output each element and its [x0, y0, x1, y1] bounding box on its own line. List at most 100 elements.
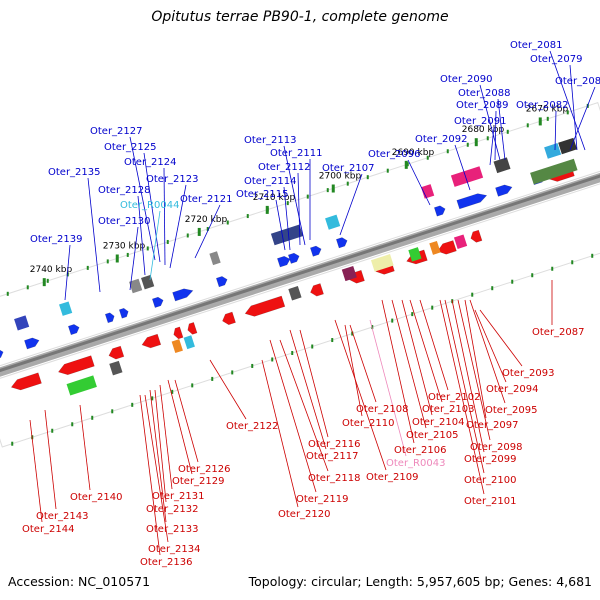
- scale-tick: [166, 239, 169, 244]
- forward-gene-arrow: [0, 348, 4, 360]
- leader-line: [144, 394, 169, 543]
- gene-label-oter_2124[interactable]: Oter_2124: [124, 157, 177, 168]
- gene-label-oter_2130[interactable]: Oter_2130: [98, 216, 151, 227]
- gene-label-oter_2144[interactable]: Oter_2144: [22, 524, 75, 535]
- kbp-label: 2730 kbp: [103, 241, 146, 251]
- gene-label-oter_2119[interactable]: Oter_2119: [296, 494, 349, 505]
- gene-label-oter_2111[interactable]: Oter_2111: [270, 148, 323, 159]
- gene-label-oter_2093[interactable]: Oter_2093: [502, 368, 555, 379]
- gene-label-oter_2113[interactable]: Oter_2113: [244, 135, 297, 146]
- gene-label-oter_2089[interactable]: Oter_2089: [456, 100, 509, 111]
- scale-tick: [126, 252, 129, 257]
- forward-feature-block: [209, 251, 221, 266]
- gene-label-oter_2116[interactable]: Oter_2116: [308, 439, 361, 450]
- gene-label-oter_2090[interactable]: Oter_2090: [440, 74, 493, 85]
- gene-label-oter_2095[interactable]: Oter_2095: [485, 405, 538, 416]
- accession-text: Accession: NC_010571: [8, 574, 151, 589]
- gene-label-oter_2112[interactable]: Oter_2112: [258, 162, 311, 173]
- scale-tick: [191, 383, 194, 388]
- reverse-feature-block: [453, 234, 468, 249]
- gene-label-oter_2101[interactable]: Oter_2101: [464, 496, 517, 507]
- leader-line: [457, 299, 491, 441]
- gene-label-oter_2081[interactable]: Oter_2081: [510, 40, 563, 51]
- gene-label-oter_2129[interactable]: Oter_2129: [172, 476, 225, 487]
- forward-gene-arrow: [67, 324, 80, 336]
- leader-line: [275, 199, 286, 251]
- forward-gene-arrow: [277, 256, 291, 268]
- gene-label-oter_2108[interactable]: Oter_2108: [356, 404, 409, 415]
- leader-line: [44, 409, 57, 510]
- reverse-feature-block: [288, 286, 302, 301]
- gene-label-oter_2088[interactable]: Oter_2088: [458, 88, 511, 99]
- gene-label-oter_2121[interactable]: Oter_2121: [180, 194, 233, 205]
- scale-tick: [211, 376, 214, 381]
- forward-gene-arrow: [309, 245, 322, 257]
- gene-label-oter_2099[interactable]: Oter_2099: [464, 454, 517, 465]
- gene-label-oter_2131[interactable]: Oter_2131: [152, 491, 205, 502]
- gene-label-oter_2118[interactable]: Oter_2118: [308, 473, 361, 484]
- gene-label-oter_2096[interactable]: Oter_2096: [368, 149, 421, 160]
- topology-text: Topology: circular; Length: 5,957,605 bp…: [248, 574, 592, 589]
- gene-label-oter_2091[interactable]: Oter_2091: [454, 116, 507, 127]
- scale-tick: [91, 415, 94, 420]
- gene-label-oter_2097[interactable]: Oter_2097: [466, 420, 519, 431]
- gene-label-oter_2104[interactable]: Oter_2104: [412, 417, 465, 428]
- gene-label-oter_r0044[interactable]: Oter_R0044: [120, 200, 179, 211]
- gene-label-oter_2135[interactable]: Oter_2135: [48, 167, 101, 178]
- leader-line: [79, 404, 91, 491]
- scale-tick: [366, 175, 369, 180]
- gene-label-oter_2105[interactable]: Oter_2105: [406, 430, 459, 441]
- scale-tick: [291, 350, 294, 355]
- gene-label-oter_2114[interactable]: Oter_2114: [244, 176, 297, 187]
- gene-label-oter_2128[interactable]: Oter_2128: [98, 185, 151, 196]
- gene-label-oter_2115[interactable]: Oter_2115: [236, 189, 289, 200]
- gene-label-oter_2133[interactable]: Oter_2133: [146, 524, 199, 535]
- gene-label-oter_2098[interactable]: Oter_2098: [470, 442, 523, 453]
- gene-label-oter_2103[interactable]: Oter_2103: [422, 404, 475, 415]
- gene-label-oter_2080[interactable]: Oter_2080: [555, 76, 600, 87]
- gene-label-oter_2136[interactable]: Oter_2136: [140, 557, 193, 568]
- kbp-label: 2720 kbp: [185, 215, 228, 225]
- gene-label-oter_r0043[interactable]: Oter_R0043: [386, 458, 445, 469]
- leader-line: [339, 173, 363, 236]
- reverse-feature-block: [171, 339, 183, 354]
- forward-gene-arrow: [495, 184, 513, 197]
- reverse-feature-block: [109, 360, 123, 376]
- gene-label-oter_2117[interactable]: Oter_2117: [306, 451, 359, 462]
- scale-tick: [506, 129, 509, 134]
- gene-label-oter_2082[interactable]: Oter_2082: [516, 100, 569, 111]
- gene-label-oter_2139[interactable]: Oter_2139: [30, 234, 83, 245]
- leader-line: [381, 299, 415, 444]
- gene-label-oter_2120[interactable]: Oter_2120: [278, 509, 331, 520]
- scale-tick: [151, 396, 154, 401]
- gene-label-oter_2140[interactable]: Oter_2140: [70, 492, 123, 503]
- scale-tick: [411, 312, 414, 317]
- scale-tick: [326, 188, 329, 193]
- scale-tick: [431, 305, 434, 310]
- gene-label-oter_2143[interactable]: Oter_2143: [36, 511, 89, 522]
- gene-label-oter_2127[interactable]: Oter_2127: [90, 126, 143, 137]
- gene-label-oter_2107[interactable]: Oter_2107: [322, 163, 375, 174]
- reverse-gene-arrow: [173, 326, 184, 340]
- kbp-label: 2680 kbp: [462, 125, 505, 135]
- gene-label-oter_2100[interactable]: Oter_2100: [464, 475, 517, 486]
- gene-label-oter_2094[interactable]: Oter_2094: [486, 384, 539, 395]
- gene-label-oter_2134[interactable]: Oter_2134: [148, 544, 201, 555]
- leader-line: [87, 177, 101, 293]
- gene-label-oter_2110[interactable]: Oter_2110: [342, 418, 395, 429]
- scale-tick: [331, 338, 334, 343]
- gene-label-oter_2109[interactable]: Oter_2109: [366, 472, 419, 483]
- gene-label-oter_2079[interactable]: Oter_2079: [530, 54, 583, 65]
- scale-tick: [286, 201, 289, 206]
- reverse-gene-arrow: [187, 322, 198, 335]
- gene-label-oter_2132[interactable]: Oter_2132: [146, 504, 199, 515]
- gene-label-oter_2126[interactable]: Oter_2126: [178, 464, 231, 475]
- gene-label-oter_2087[interactable]: Oter_2087: [532, 327, 585, 338]
- gene-label-oter_2102[interactable]: Oter_2102: [428, 392, 481, 403]
- gene-label-oter_2125[interactable]: Oter_2125: [104, 142, 157, 153]
- gene-label-oter_2123[interactable]: Oter_2123: [146, 174, 199, 185]
- gene-label-oter_2106[interactable]: Oter_2106: [394, 445, 447, 456]
- gene-label-oter_2092[interactable]: Oter_2092: [415, 134, 468, 145]
- gene-label-oter_2122[interactable]: Oter_2122: [226, 421, 279, 432]
- leader-line: [261, 359, 299, 508]
